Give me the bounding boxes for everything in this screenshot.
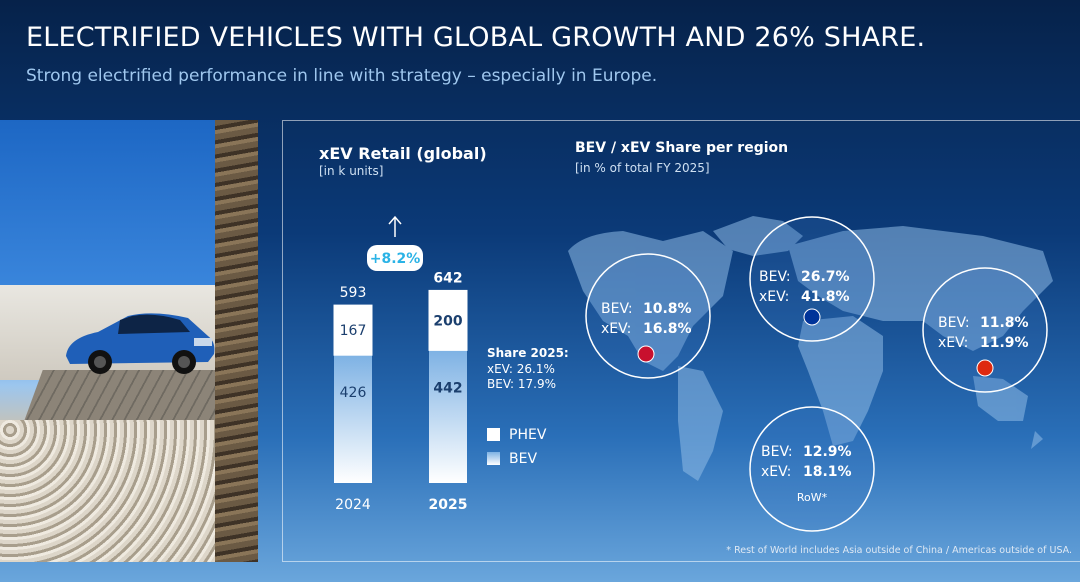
growth-badge — [367, 245, 423, 271]
chart-title: xEV Retail (global) — [319, 144, 487, 163]
region-xev-value-europe: 41.8% — [801, 289, 850, 305]
region-circle-usa — [585, 253, 711, 379]
bar-phev-value-2025: 200 — [433, 313, 462, 329]
region-xev-value-usa: 16.8% — [643, 321, 692, 337]
share-bev: BEV: 17.9% — [487, 377, 556, 391]
region-xev-label-usa: xEV: — [601, 321, 631, 337]
share-xev: xEV: 26.1% — [487, 362, 555, 376]
legend-phev-swatch — [487, 428, 500, 441]
bar-phev-2024 — [333, 304, 373, 356]
page-subtitle: Strong electrified performance in line w… — [26, 66, 658, 86]
photo-palm-trunk — [215, 120, 258, 562]
region-xev-label-row: xEV: — [761, 464, 791, 480]
share-heading: Share 2025: — [487, 346, 569, 360]
region-xev-value-china: 11.9% — [980, 335, 1029, 351]
region-bev-label-europe: BEV: — [759, 269, 791, 285]
page-title: ELECTRIFIED VEHICLES WITH GLOBAL GROWTH … — [26, 22, 926, 53]
region-bev-label-china: BEV: — [938, 315, 970, 331]
flag-icon-usa — [637, 345, 655, 363]
regions-title: BEV / xEV Share per region — [575, 140, 788, 156]
region-bev-value-china: 11.8% — [980, 315, 1029, 331]
legend-bev-label: BEV — [509, 451, 537, 467]
x-tick-2024: 2024 — [335, 497, 371, 513]
xev-retail-chart: xEV Retail (global) [in k units] 426 167 5… — [319, 140, 1053, 532]
bar-bev-2024 — [334, 355, 372, 483]
bar-total-2024: 593 — [340, 285, 367, 301]
regions-subtitle: [in % of total FY 2025] — [575, 161, 710, 175]
flag-icon-europe — [803, 308, 821, 326]
region-xev-value-row: 18.1% — [803, 464, 852, 480]
car-photo — [0, 120, 258, 562]
region-bev-value-usa: 10.8% — [643, 301, 692, 317]
region-bev-label-row: BEV: — [761, 444, 793, 460]
legend-bev-swatch — [487, 452, 500, 465]
growth-arrow-icon — [388, 215, 402, 225]
bar-bev-value-2025: 442 — [433, 380, 462, 396]
region-circle-row — [749, 406, 875, 532]
region-xev-label-china: xEV: — [938, 335, 968, 351]
world-map — [568, 216, 1053, 481]
x-tick-2025: 2025 — [429, 497, 468, 513]
region-name-row: RoW* — [797, 491, 828, 504]
bar-phev-2025 — [428, 289, 468, 351]
bar-phev-value-2024: 167 — [340, 323, 367, 339]
chart-unit-label: [in k units] — [319, 164, 383, 178]
bar-bev-value-2024: 426 — [340, 385, 367, 401]
flag-icon-china — [976, 359, 994, 377]
region-circle-europe — [749, 216, 875, 342]
bar-bev-2025 — [429, 350, 467, 483]
region-bev-value-row: 12.9% — [803, 444, 852, 460]
region-bev-label-usa: BEV: — [601, 301, 633, 317]
content-panel: xEV Retail (global) [in k units] 426 167 5… — [282, 120, 1080, 562]
region-bev-value-europe: 26.7% — [801, 269, 850, 285]
bar-total-2025: 642 — [433, 270, 462, 286]
region-circle-china — [922, 267, 1048, 393]
car-icon — [66, 313, 215, 374]
region-xev-label-europe: xEV: — [759, 289, 789, 305]
growth-badge-label: +8.2% — [370, 251, 421, 267]
legend-phev-label: PHEV — [509, 427, 547, 443]
footnote: * Rest of World includes Asia outside of… — [726, 545, 1072, 556]
